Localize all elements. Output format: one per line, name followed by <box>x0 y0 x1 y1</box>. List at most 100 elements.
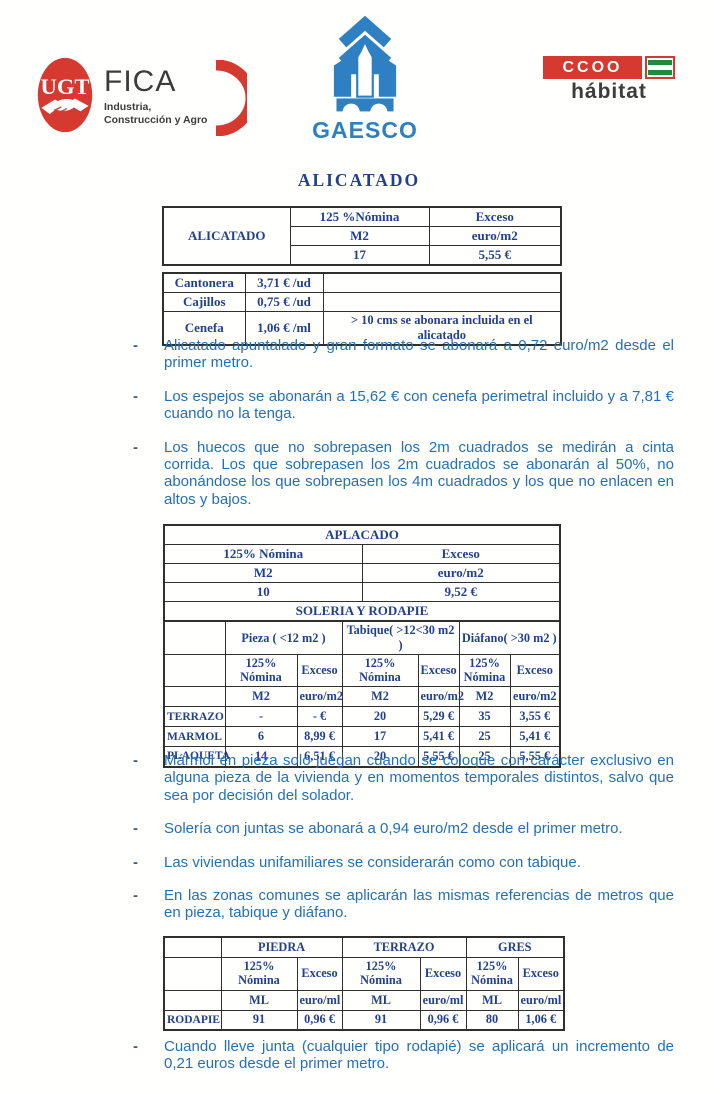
rodapie-unit: ML <box>220 989 298 1011</box>
alicatado-row-label: ALICATADO <box>162 206 291 266</box>
bullet-dash: - <box>133 853 138 871</box>
soleria-cell: 8,99 € <box>296 726 343 747</box>
soleria-cell: - <box>224 706 298 727</box>
rodapie-unit: euro/ml <box>419 989 467 1011</box>
empty-cell <box>163 989 222 1011</box>
bullet-dash: - <box>133 438 138 456</box>
rodapie-subheader: 125% Nómina <box>465 956 519 991</box>
page-title: ALICATADO <box>297 170 421 190</box>
aplacado-header-exceso: Exceso <box>361 544 561 564</box>
rodapie-subheader: 125% Nómina <box>220 956 298 991</box>
alicatado-header-nomina: 125 %Nómina <box>289 206 430 227</box>
soleria-cell: 6 <box>224 726 298 747</box>
soleria-cell: 17 <box>341 726 419 747</box>
note-text: En las zonas comunes se aplicarán las mi… <box>164 886 674 922</box>
soleria-cell: 5,41 € <box>509 726 561 747</box>
rodapie-cell: 1,06 € <box>517 1009 565 1031</box>
extra-price: 3,71 € /ud <box>244 272 324 293</box>
note-text: Solería con juntas se abonará a 0,94 eur… <box>164 820 623 838</box>
bullet-dash: - <box>133 337 138 354</box>
soleria-unit: euro/m2 <box>509 686 561 707</box>
note-text: Alicatado apuntalado y gran formato se a… <box>164 337 674 372</box>
ugt-handshake-icon: UGT <box>37 57 93 133</box>
soleria-subheader: 125% Nómina <box>458 654 511 687</box>
rodapie-subheader: 125% Nómina <box>341 956 421 991</box>
rodapie-unit: ML <box>465 989 519 1011</box>
alicatado-notes-list: - Alicatado apuntalado y gran formato se… <box>133 337 674 524</box>
soleria-cell: 35 <box>458 706 511 727</box>
list-item: - Los espejos se abonarán a 15,62 € con … <box>133 388 674 423</box>
ugt-fica-logo: UGT FICA Industria, Construcción y Agro <box>36 55 248 136</box>
soleria-subheader: Exceso <box>296 654 343 687</box>
soleria-cell: 5,55 € <box>417 746 460 767</box>
soleria-subheader: 125% Nómina <box>224 654 298 687</box>
extra-price: 1,06 € /ml <box>244 311 324 346</box>
bullet-dash: - <box>133 387 138 405</box>
rodapie-cell: 0,96 € <box>296 1009 343 1031</box>
soleria-row-label: MARMOL <box>163 726 226 747</box>
soleria-group-tabique: Tabique( >12<30 m2 ) <box>341 620 460 655</box>
soleria-cell: 25 <box>458 726 511 747</box>
red-arc-icon <box>216 60 248 136</box>
list-item: - En las zonas comunes se aplicarán las … <box>133 887 674 922</box>
extra-name: Cenefa <box>162 311 246 346</box>
ccoo-acronym: CCOO <box>543 56 642 79</box>
list-item: - Los huecos que no sobrepasen los 2m cu… <box>133 439 674 509</box>
aplacado-title: APLACADO <box>163 524 561 545</box>
empty-cell <box>163 620 226 655</box>
empty-cell <box>163 686 226 707</box>
soleria-unit: M2 <box>341 686 419 707</box>
fica-wordmark: FICA <box>104 65 177 98</box>
soleria-section-title: SOLERIA Y RODAPIE <box>163 601 561 622</box>
aplacado-unit-m2: M2 <box>163 563 363 583</box>
list-item: - Las viviendas unifamiliares se conside… <box>133 854 674 871</box>
soleria-cell: 3,55 € <box>509 706 561 727</box>
rodapie-cell: 91 <box>220 1009 298 1031</box>
aplacado-header-nomina: 125% Nómina <box>163 544 363 564</box>
extra-name: Cajillos <box>162 292 246 312</box>
ccoo-habitat-logo: CCOO hábitat <box>543 56 675 104</box>
rodapie-notes-list: - Cuando lleve junta (cualquier tipo rod… <box>133 1038 674 1089</box>
soleria-group-pieza: Pieza ( <12 m2 ) <box>224 620 343 655</box>
soleria-cell: 14 <box>224 746 298 767</box>
list-item: - Alicatado apuntalado y gran formato se… <box>133 337 674 372</box>
rodapie-table: PIEDRA TERRAZO GRES 125% Nómina Exceso 1… <box>163 936 566 1031</box>
rodapie-group-piedra: PIEDRA <box>220 936 343 958</box>
rodapie-subheader: Exceso <box>296 956 343 991</box>
alicatado-value-m2: 17 <box>289 245 430 266</box>
empty-cell <box>163 936 222 958</box>
alicatado-table: ALICATADO 125 %Nómina Exceso M2 euro/m2 … <box>162 206 562 266</box>
table-row: TERRAZO - - € 20 5,29 € 35 3,55 € <box>163 706 561 727</box>
list-item: - Mármol en pieza solo juegan cuando se … <box>133 752 674 804</box>
gaesco-building-icon <box>333 15 397 121</box>
gaesco-wordmark: GAESCO <box>312 117 418 143</box>
rodapie-cell: 80 <box>465 1009 519 1031</box>
bullet-dash: - <box>133 886 138 904</box>
note-text: Mármol en pieza solo juegan cuando se co… <box>164 752 674 804</box>
andalusia-flag-icon <box>645 56 675 79</box>
soleria-cell: - € <box>296 706 343 727</box>
rodapie-cell: 0,96 € <box>419 1009 467 1031</box>
rodapie-group-gres: GRES <box>465 936 565 958</box>
alicatado-value-euro: 5,55 € <box>428 245 562 266</box>
note-text: Los espejos se abonarán a 15,62 € con ce… <box>164 387 674 423</box>
rodapie-row-label: RODAPIE <box>163 1009 222 1031</box>
fica-subtitle-line2: Construcción y Agro <box>104 113 208 126</box>
soleria-row-label: PLAQUETA <box>163 746 230 767</box>
rodapie-group-terrazo: TERRAZO <box>341 936 467 958</box>
fica-subtitle-line1: Industria, <box>104 101 152 113</box>
soleria-cell: 5,29 € <box>417 706 460 727</box>
soleria-cell: 20 <box>341 746 419 767</box>
soleria-subheader: Exceso <box>417 654 460 687</box>
habitat-wordmark: hábitat <box>571 80 647 103</box>
ugt-acronym-text: UGT <box>40 74 89 99</box>
aplacado-unit-euro: euro/m2 <box>361 563 561 583</box>
note-text: Las viviendas unifamiliares se considera… <box>164 853 581 871</box>
table-row: PLAQUETA 14 6,51 € 20 5,55 € 25 5,55 € <box>163 746 561 767</box>
soleria-subheader: 125% Nómina <box>341 654 419 687</box>
aplacado-value-m2: 10 <box>163 582 363 602</box>
extra-note: > 10 cms se abonara incluida en el alica… <box>322 311 562 346</box>
soleria-unit: M2 <box>458 686 511 707</box>
gaesco-logo: GAESCO <box>302 12 428 142</box>
